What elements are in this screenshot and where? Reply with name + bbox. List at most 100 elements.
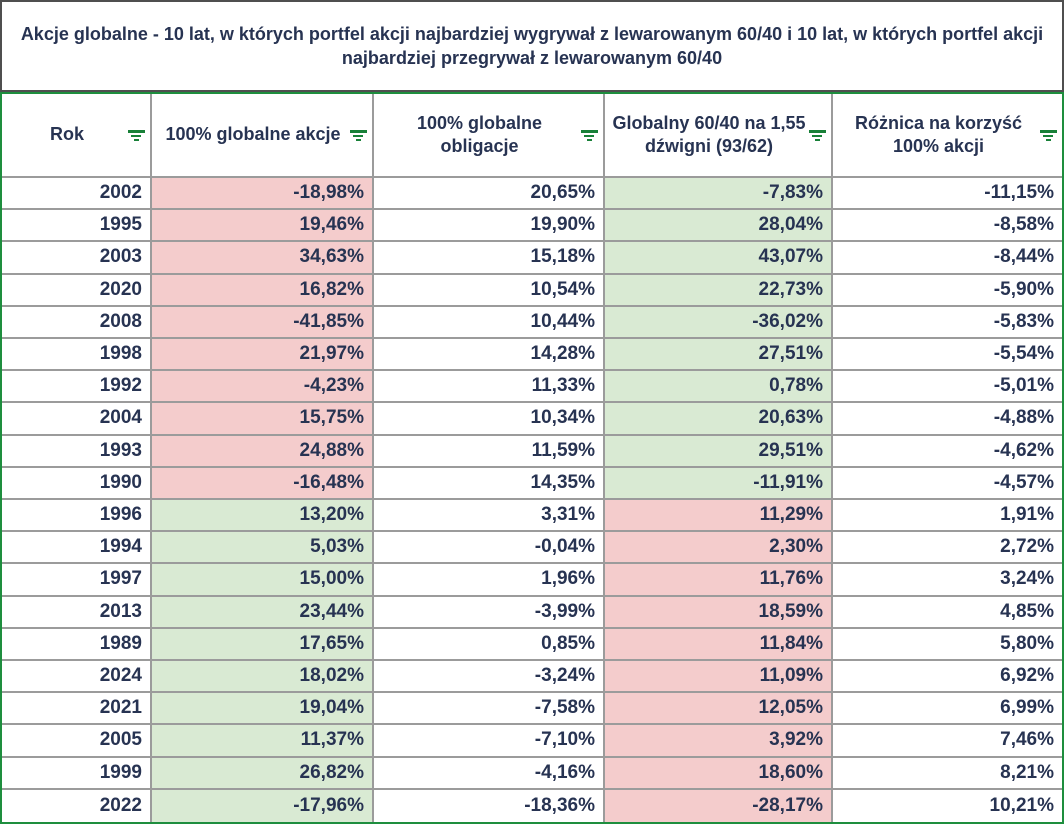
cell-obligacje[interactable]: 3,31% xyxy=(374,500,605,533)
cell-akcje[interactable]: 24,88% xyxy=(152,435,374,468)
cell-roznica[interactable]: 6,99% xyxy=(833,693,1062,726)
cell-roznica[interactable]: 7,46% xyxy=(833,725,1062,758)
cell-obligacje[interactable]: 14,28% xyxy=(374,339,605,372)
cell-rok[interactable]: 2005 xyxy=(2,725,152,758)
column-header-dzwignia[interactable]: Globalny 60/40 na 1,55 dźwigni (93/62) xyxy=(605,94,833,178)
cell-rok[interactable]: 1993 xyxy=(2,435,152,468)
cell-akcje[interactable]: 34,63% xyxy=(152,242,374,275)
cell-roznica[interactable]: 8,21% xyxy=(833,758,1062,790)
cell-roznica[interactable]: -4,88% xyxy=(833,403,1062,436)
cell-akcje[interactable]: 19,46% xyxy=(152,210,374,243)
cell-dzwignia[interactable]: 29,51% xyxy=(605,435,833,468)
cell-rok[interactable]: 2013 xyxy=(2,596,152,629)
filter-icon[interactable] xyxy=(808,128,826,142)
cell-akcje[interactable]: -41,85% xyxy=(152,306,374,339)
cell-akcje[interactable]: -16,48% xyxy=(152,467,374,500)
cell-roznica[interactable]: -5,54% xyxy=(833,339,1062,372)
cell-rok[interactable]: 2024 xyxy=(2,661,152,694)
cell-roznica[interactable]: -5,90% xyxy=(833,275,1062,307)
cell-obligacje[interactable]: 11,33% xyxy=(374,371,605,404)
column-header-rok[interactable]: Rok xyxy=(2,94,152,178)
cell-obligacje[interactable]: -7,58% xyxy=(374,693,605,726)
cell-rok[interactable]: 1997 xyxy=(2,564,152,597)
cell-obligacje[interactable]: 11,59% xyxy=(374,435,605,468)
cell-rok[interactable]: 2020 xyxy=(2,274,152,307)
cell-akcje[interactable]: 5,03% xyxy=(152,532,374,565)
cell-akcje[interactable]: 23,44% xyxy=(152,596,374,629)
cell-dzwignia[interactable]: -11,91% xyxy=(605,467,833,500)
cell-akcje[interactable]: 11,37% xyxy=(152,725,374,758)
cell-dzwignia[interactable]: -7,83% xyxy=(605,178,833,211)
cell-obligacje[interactable]: 10,44% xyxy=(374,306,605,339)
cell-roznica[interactable]: 6,92% xyxy=(833,661,1062,694)
cell-rok[interactable]: 1996 xyxy=(2,500,152,533)
cell-obligacje[interactable]: 10,34% xyxy=(374,403,605,436)
cell-dzwignia[interactable]: 11,84% xyxy=(605,628,833,661)
cell-dzwignia[interactable]: -28,17% xyxy=(605,789,833,822)
cell-dzwignia[interactable]: 20,63% xyxy=(605,403,833,436)
cell-obligacje[interactable]: -3,99% xyxy=(374,596,605,629)
cell-roznica[interactable]: -5,83% xyxy=(833,307,1062,339)
cell-rok[interactable]: 2004 xyxy=(2,403,152,436)
cell-roznica[interactable]: -8,58% xyxy=(833,210,1062,243)
cell-obligacje[interactable]: 14,35% xyxy=(374,467,605,500)
cell-dzwignia[interactable]: 11,76% xyxy=(605,564,833,597)
column-header-roznica[interactable]: Różnica na korzyść 100% akcji xyxy=(833,94,1062,178)
cell-roznica[interactable]: -11,15% xyxy=(833,178,1062,211)
cell-dzwignia[interactable]: 43,07% xyxy=(605,242,833,275)
cell-dzwignia[interactable]: 27,51% xyxy=(605,339,833,372)
cell-obligacje[interactable]: 20,65% xyxy=(374,178,605,211)
cell-rok[interactable]: 2002 xyxy=(2,178,152,211)
cell-obligacje[interactable]: -3,24% xyxy=(374,661,605,694)
cell-roznica[interactable]: -4,62% xyxy=(833,436,1062,468)
cell-akcje[interactable]: 13,20% xyxy=(152,500,374,533)
column-header-akcje[interactable]: 100% globalne akcje xyxy=(152,94,374,178)
cell-rok[interactable]: 1994 xyxy=(2,532,152,565)
cell-obligacje[interactable]: -7,10% xyxy=(374,725,605,758)
cell-roznica[interactable]: 1,91% xyxy=(833,500,1062,533)
cell-rok[interactable]: 2021 xyxy=(2,693,152,726)
cell-akcje[interactable]: 15,00% xyxy=(152,564,374,597)
cell-dzwignia[interactable]: 2,30% xyxy=(605,532,833,565)
cell-rok[interactable]: 1999 xyxy=(2,757,152,790)
cell-obligacje[interactable]: 19,90% xyxy=(374,210,605,243)
cell-roznica[interactable]: 4,85% xyxy=(833,597,1062,629)
cell-rok[interactable]: 2008 xyxy=(2,306,152,339)
cell-obligacje[interactable]: -0,04% xyxy=(374,532,605,565)
cell-akcje[interactable]: 18,02% xyxy=(152,661,374,694)
cell-obligacje[interactable]: 15,18% xyxy=(374,242,605,275)
cell-rok[interactable]: 1990 xyxy=(2,467,152,500)
filter-icon[interactable] xyxy=(580,128,598,142)
cell-roznica[interactable]: 10,21% xyxy=(989,794,1054,816)
filter-icon[interactable] xyxy=(1039,128,1057,142)
cell-dzwignia[interactable]: 11,29% xyxy=(605,500,833,533)
cell-rok[interactable]: 2003 xyxy=(2,242,152,275)
cell-obligacje[interactable]: -4,16% xyxy=(374,757,605,790)
cell-dzwignia[interactable]: 12,05% xyxy=(605,693,833,726)
column-header-obligacje[interactable]: 100% globalne obligacje xyxy=(374,94,605,178)
cell-roznica[interactable]: -8,44% xyxy=(833,242,1062,275)
cell-dzwignia[interactable]: 18,59% xyxy=(605,596,833,629)
cell-akcje[interactable]: 15,75% xyxy=(152,403,374,436)
cell-roznica[interactable]: 5,80% xyxy=(833,629,1062,661)
cell-rok[interactable]: 1989 xyxy=(2,628,152,661)
cell-akcje[interactable]: -17,96% xyxy=(152,789,374,822)
cell-dzwignia[interactable]: 11,09% xyxy=(605,661,833,694)
cell-obligacje[interactable]: 0,85% xyxy=(374,628,605,661)
cell-roznica[interactable]: -5,01% xyxy=(833,371,1062,404)
cell-rok[interactable]: 1992 xyxy=(2,371,152,404)
cell-dzwignia[interactable]: 22,73% xyxy=(605,274,833,307)
cell-dzwignia[interactable]: 3,92% xyxy=(605,725,833,758)
cell-dzwignia[interactable]: 18,60% xyxy=(605,757,833,790)
cell-rok[interactable]: 1998 xyxy=(2,339,152,372)
cell-akcje[interactable]: 21,97% xyxy=(152,339,374,372)
filter-icon[interactable] xyxy=(349,128,367,142)
cell-dzwignia[interactable]: -36,02% xyxy=(605,306,833,339)
cell-dzwignia[interactable]: 0,78% xyxy=(605,371,833,404)
cell-akcje[interactable]: 16,82% xyxy=(152,274,374,307)
table-title[interactable]: Akcje globalne - 10 lat, w których portf… xyxy=(0,0,1064,92)
cell-akcje[interactable]: -4,23% xyxy=(152,371,374,404)
cell-obligacje[interactable]: -18,36% xyxy=(374,789,605,822)
cell-akcje[interactable]: 19,04% xyxy=(152,693,374,726)
cell-akcje[interactable]: 17,65% xyxy=(152,628,374,661)
